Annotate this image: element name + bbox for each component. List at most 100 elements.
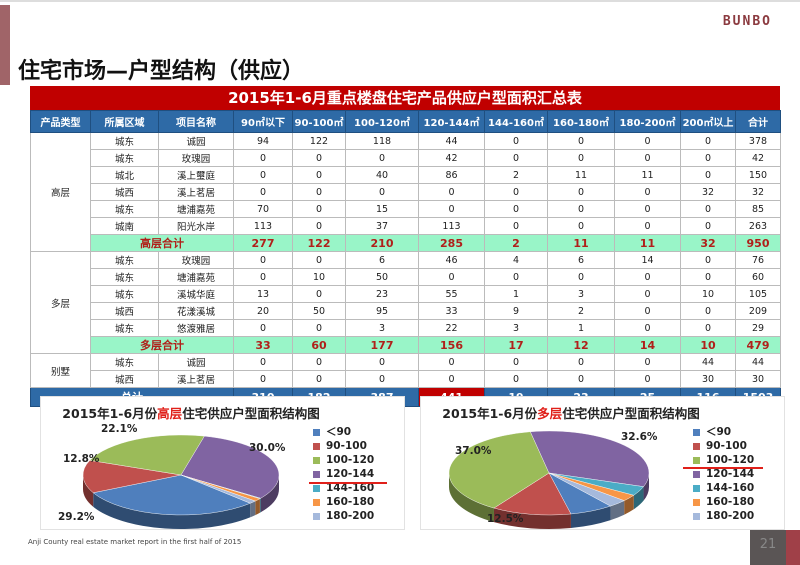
value-cell: 1: [547, 319, 615, 337]
value-cell: 6: [345, 251, 419, 269]
column-header: 90-100㎡: [292, 110, 346, 133]
summary-table: 2015年1-6月重点楼盘住宅产品供应户型面积汇总表 产品类型 所属区域 项目名称 9…: [30, 86, 781, 407]
value-cell: 150: [735, 166, 781, 184]
table-row: 别墅 城东 诚园 0 0 0 0 0 0 0 44 44: [30, 353, 781, 388]
value-cell: 0: [680, 217, 736, 235]
chart-legend: ＜90 90-100 100-120 120-144 144-160 160-180 180…: [693, 425, 754, 523]
subtotal-value: 60: [292, 336, 346, 354]
pie-label-100-120: 37.0%: [455, 445, 492, 457]
legend-swatch: [693, 428, 700, 436]
value-cell: 10: [680, 285, 736, 303]
value-cell: 0: [547, 149, 615, 167]
pie-side-180-200: [610, 500, 625, 521]
project-cell: 玫瑰园: [158, 251, 234, 269]
legend-label: 180-200: [706, 510, 755, 522]
value-cell: 95: [345, 302, 419, 320]
logo: BUNBO: [722, 14, 772, 29]
column-header: 合计: [735, 110, 781, 133]
value-cell: 0: [292, 370, 346, 388]
legend-swatch: [693, 512, 700, 520]
table-row: 城南 阳光水岸 113 0 37 113 0 0 0 0 263: [31, 217, 781, 235]
value-cell: 0: [680, 200, 736, 218]
table-row: 城东 塘浦嘉苑 0 10 50 0 0 0 0 0 60: [31, 268, 781, 286]
chart-title: 2015年1-6月份多层住宅供应户型面积结构图: [421, 403, 721, 422]
chart-title-post: 住宅供应户型面积结构图: [182, 406, 320, 421]
value-cell: 122: [292, 132, 346, 150]
subtotal-row: 高层合计 277 122 210 285 2 11 11 32 950: [31, 234, 781, 252]
value-cell: 0: [680, 302, 736, 320]
legend-item: 180-200: [693, 509, 754, 523]
table-title: 2015年1-6月重点楼盘住宅产品供应户型面积汇总表: [30, 86, 780, 110]
legend-swatch: [313, 512, 320, 520]
subtotal-value: 32: [680, 234, 736, 252]
value-cell: 15: [345, 200, 419, 218]
legend-label: 160-180: [326, 496, 375, 508]
value-cell: 0: [233, 183, 293, 201]
district-cell: 城东: [90, 319, 159, 337]
value-cell: 0: [614, 285, 681, 303]
value-cell: 0: [345, 183, 419, 201]
legend-label: 90-100: [326, 440, 367, 452]
column-header: 90㎡以下: [233, 110, 293, 133]
value-cell: 0: [614, 268, 681, 286]
value-cell: 10: [292, 268, 346, 286]
legend-item: 120-144: [313, 467, 374, 481]
value-cell: 0: [233, 166, 293, 184]
legend-label: 100-120: [706, 454, 755, 466]
table-row: 多层 城东 玫瑰园 0 0 6 46 4 6 14 0 76: [30, 251, 781, 354]
value-cell: 118: [345, 132, 419, 150]
value-cell: 0: [484, 200, 548, 218]
district-cell: 城东: [90, 200, 159, 218]
column-header: 项目名称: [158, 110, 234, 133]
subtotal-label: 高层合计: [90, 234, 234, 252]
subtotal-value: 10: [680, 336, 736, 354]
pie-slice-90-100: [493, 472, 572, 516]
district-cell: 城东: [90, 268, 159, 286]
legend-swatch: [313, 442, 320, 450]
value-cell: 0: [292, 353, 346, 371]
subtotal-value: 177: [345, 336, 419, 354]
subtotal-value: 12: [547, 336, 615, 354]
legend-label: 180-200: [326, 510, 375, 522]
value-cell: 30: [735, 370, 781, 388]
value-cell: 0: [345, 149, 419, 167]
legend-item: 120-144: [693, 467, 754, 481]
legend-swatch: [313, 470, 320, 478]
value-cell: 3: [484, 319, 548, 337]
subtotal-value: 277: [233, 234, 293, 252]
accent-bar: [0, 5, 10, 85]
legend-swatch: [693, 442, 700, 450]
value-cell: 0: [484, 183, 548, 201]
value-cell: 20: [233, 302, 293, 320]
legend-item: 160-180: [693, 495, 754, 509]
project-cell: 阳光水岸: [158, 217, 234, 235]
value-cell: 0: [418, 370, 485, 388]
value-cell: 0: [614, 132, 681, 150]
table-row: 城东 玫瑰园 0 0 0 42 0 0 0 0 42: [31, 149, 781, 167]
value-cell: 378: [735, 132, 781, 150]
project-cell: 溪上璽庭: [158, 166, 234, 184]
table-row: 城东 溪城华庭 13 0 23 55 1 3 0 10 105: [31, 285, 781, 303]
value-cell: 30: [680, 370, 736, 388]
value-cell: 0: [233, 353, 293, 371]
value-cell: 50: [345, 268, 419, 286]
legend-item: 160-180: [313, 495, 374, 509]
value-cell: 0: [484, 132, 548, 150]
subtotal-value: 14: [614, 336, 681, 354]
value-cell: 0: [484, 268, 548, 286]
value-cell: 0: [418, 353, 485, 371]
value-cell: 44: [735, 353, 781, 371]
page-number: 21: [750, 530, 786, 565]
value-cell: 105: [735, 285, 781, 303]
value-cell: 0: [292, 285, 346, 303]
value-cell: 11: [547, 166, 615, 184]
value-cell: 209: [735, 302, 781, 320]
pie-label-90-100: 12.8%: [63, 453, 100, 465]
value-cell: 0: [233, 149, 293, 167]
table-row: 高层 城东 诚园 94 122 118 44 0 0 0 0 378: [30, 132, 781, 252]
value-cell: 0: [484, 149, 548, 167]
column-header: 160-180㎡: [547, 110, 615, 133]
value-cell: 0: [614, 217, 681, 235]
legend-item: ＜90: [693, 425, 754, 439]
chart-title-highlight: 高层: [157, 406, 183, 421]
